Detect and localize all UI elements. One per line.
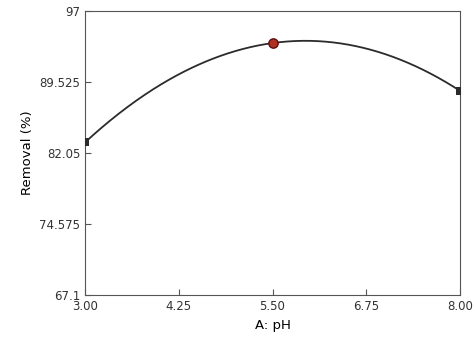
X-axis label: A: pH: A: pH (255, 319, 291, 332)
Point (456, 88, 464, 94)
Point (269, 40, 276, 46)
Point (82, 139, 89, 145)
Y-axis label: Removal (%): Removal (%) (21, 111, 34, 195)
